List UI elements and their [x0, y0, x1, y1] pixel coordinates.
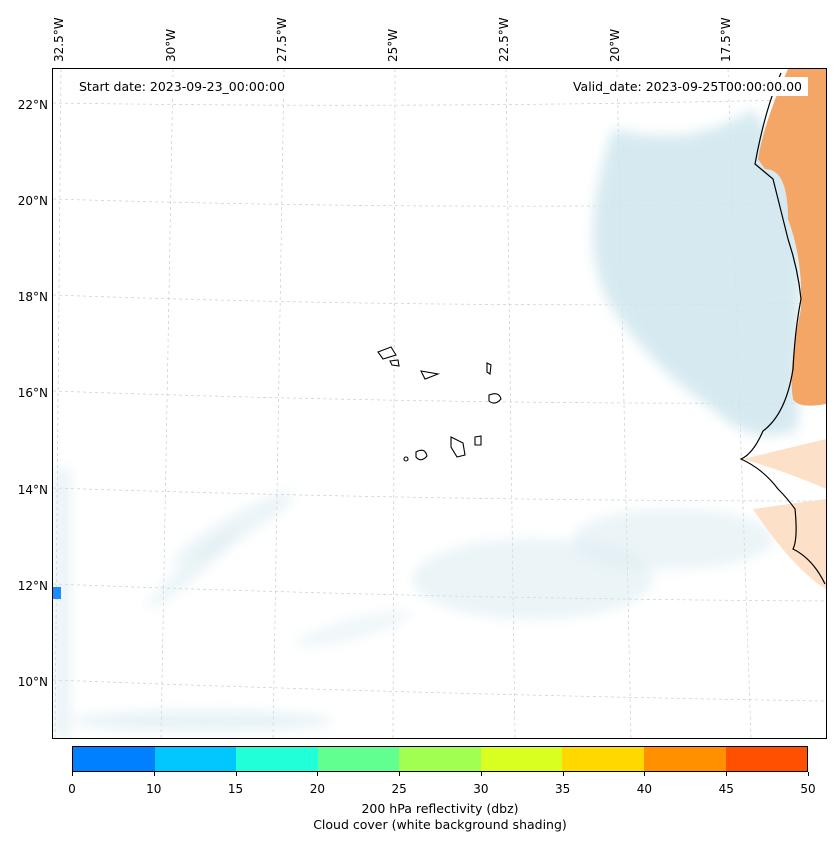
- colorbar-segment: [317, 747, 400, 771]
- colorbar-segment: [562, 747, 644, 771]
- longitude-label: 25°W: [386, 28, 400, 62]
- valid-date-label: Valid_date: 2023-09-25T00:00:00.00: [566, 77, 808, 96]
- colorbar-segment: [725, 747, 808, 771]
- colorbar-tick-label: 25: [391, 782, 407, 796]
- colorbar-tick-mark: [153, 772, 155, 776]
- longitude-label: 30°W: [164, 28, 178, 62]
- colorbar-segment: [399, 747, 481, 771]
- colorbar-tick-label: 20: [309, 782, 325, 796]
- colorbar-tick-label: 50: [800, 782, 816, 796]
- colorbar-tick-mark: [317, 772, 319, 776]
- latitude-label: 16°N: [17, 386, 48, 400]
- longitude-label: 27.5°W: [275, 17, 289, 62]
- map-panel: Start date: 2023-09-23_00:00:00 Valid_da…: [52, 68, 827, 739]
- colorbar-sublabel: Cloud cover (white background shading): [313, 817, 567, 832]
- latitude-label: 14°N: [17, 483, 48, 497]
- colorbar-tick-label: 40: [636, 782, 653, 796]
- latitude-label: 22°N: [17, 98, 48, 112]
- colorbar-label: 200 hPa reflectivity (dbz): [361, 801, 519, 816]
- latitude-label: 12°N: [17, 579, 48, 593]
- start-date-label: Start date: 2023-09-23_00:00:00: [73, 77, 291, 96]
- longitude-label: 17.5°W: [719, 17, 733, 62]
- colorbar: [72, 746, 808, 772]
- latitude-label: 20°N: [17, 194, 48, 208]
- longitude-label: 22.5°W: [497, 17, 511, 62]
- colorbar-tick-mark: [480, 772, 482, 776]
- warm-land-shading: [743, 69, 826, 589]
- cloud-cover-shading: [53, 109, 803, 738]
- colorbar-tick-mark: [235, 772, 237, 776]
- map-canvas: [52, 68, 827, 739]
- colorbar-segment: [73, 747, 155, 771]
- colorbar-tick-label: 10: [146, 782, 162, 796]
- latitude-label: 18°N: [17, 290, 48, 304]
- colorbar-tick-mark: [562, 772, 564, 776]
- colorbar-tick-mark: [644, 772, 646, 776]
- longitude-label: 32.5°W: [52, 17, 66, 62]
- colorbar-segment: [236, 747, 318, 771]
- cape-verde-islands: [377, 346, 502, 462]
- longitude-label: 20°W: [608, 28, 622, 62]
- colorbar-segment: [154, 747, 237, 771]
- colorbar-tick-label: 35: [555, 782, 571, 796]
- colorbar-tick-mark: [399, 772, 401, 776]
- latitude-label: 10°N: [17, 675, 48, 689]
- colorbar-tick-mark: [72, 772, 73, 776]
- coastline: [739, 72, 826, 585]
- colorbar-segment: [643, 747, 726, 771]
- colorbar-tick-label: 45: [718, 782, 734, 796]
- reflectivity-cell: [53, 587, 61, 599]
- colorbar-tick-mark: [726, 772, 728, 776]
- colorbar-tick-label: 30: [473, 782, 489, 796]
- colorbar-tick-mark: [808, 772, 809, 776]
- colorbar-tick-label: 0: [68, 782, 76, 796]
- colorbar-segment: [480, 747, 563, 771]
- colorbar-tick-label: 15: [227, 782, 244, 796]
